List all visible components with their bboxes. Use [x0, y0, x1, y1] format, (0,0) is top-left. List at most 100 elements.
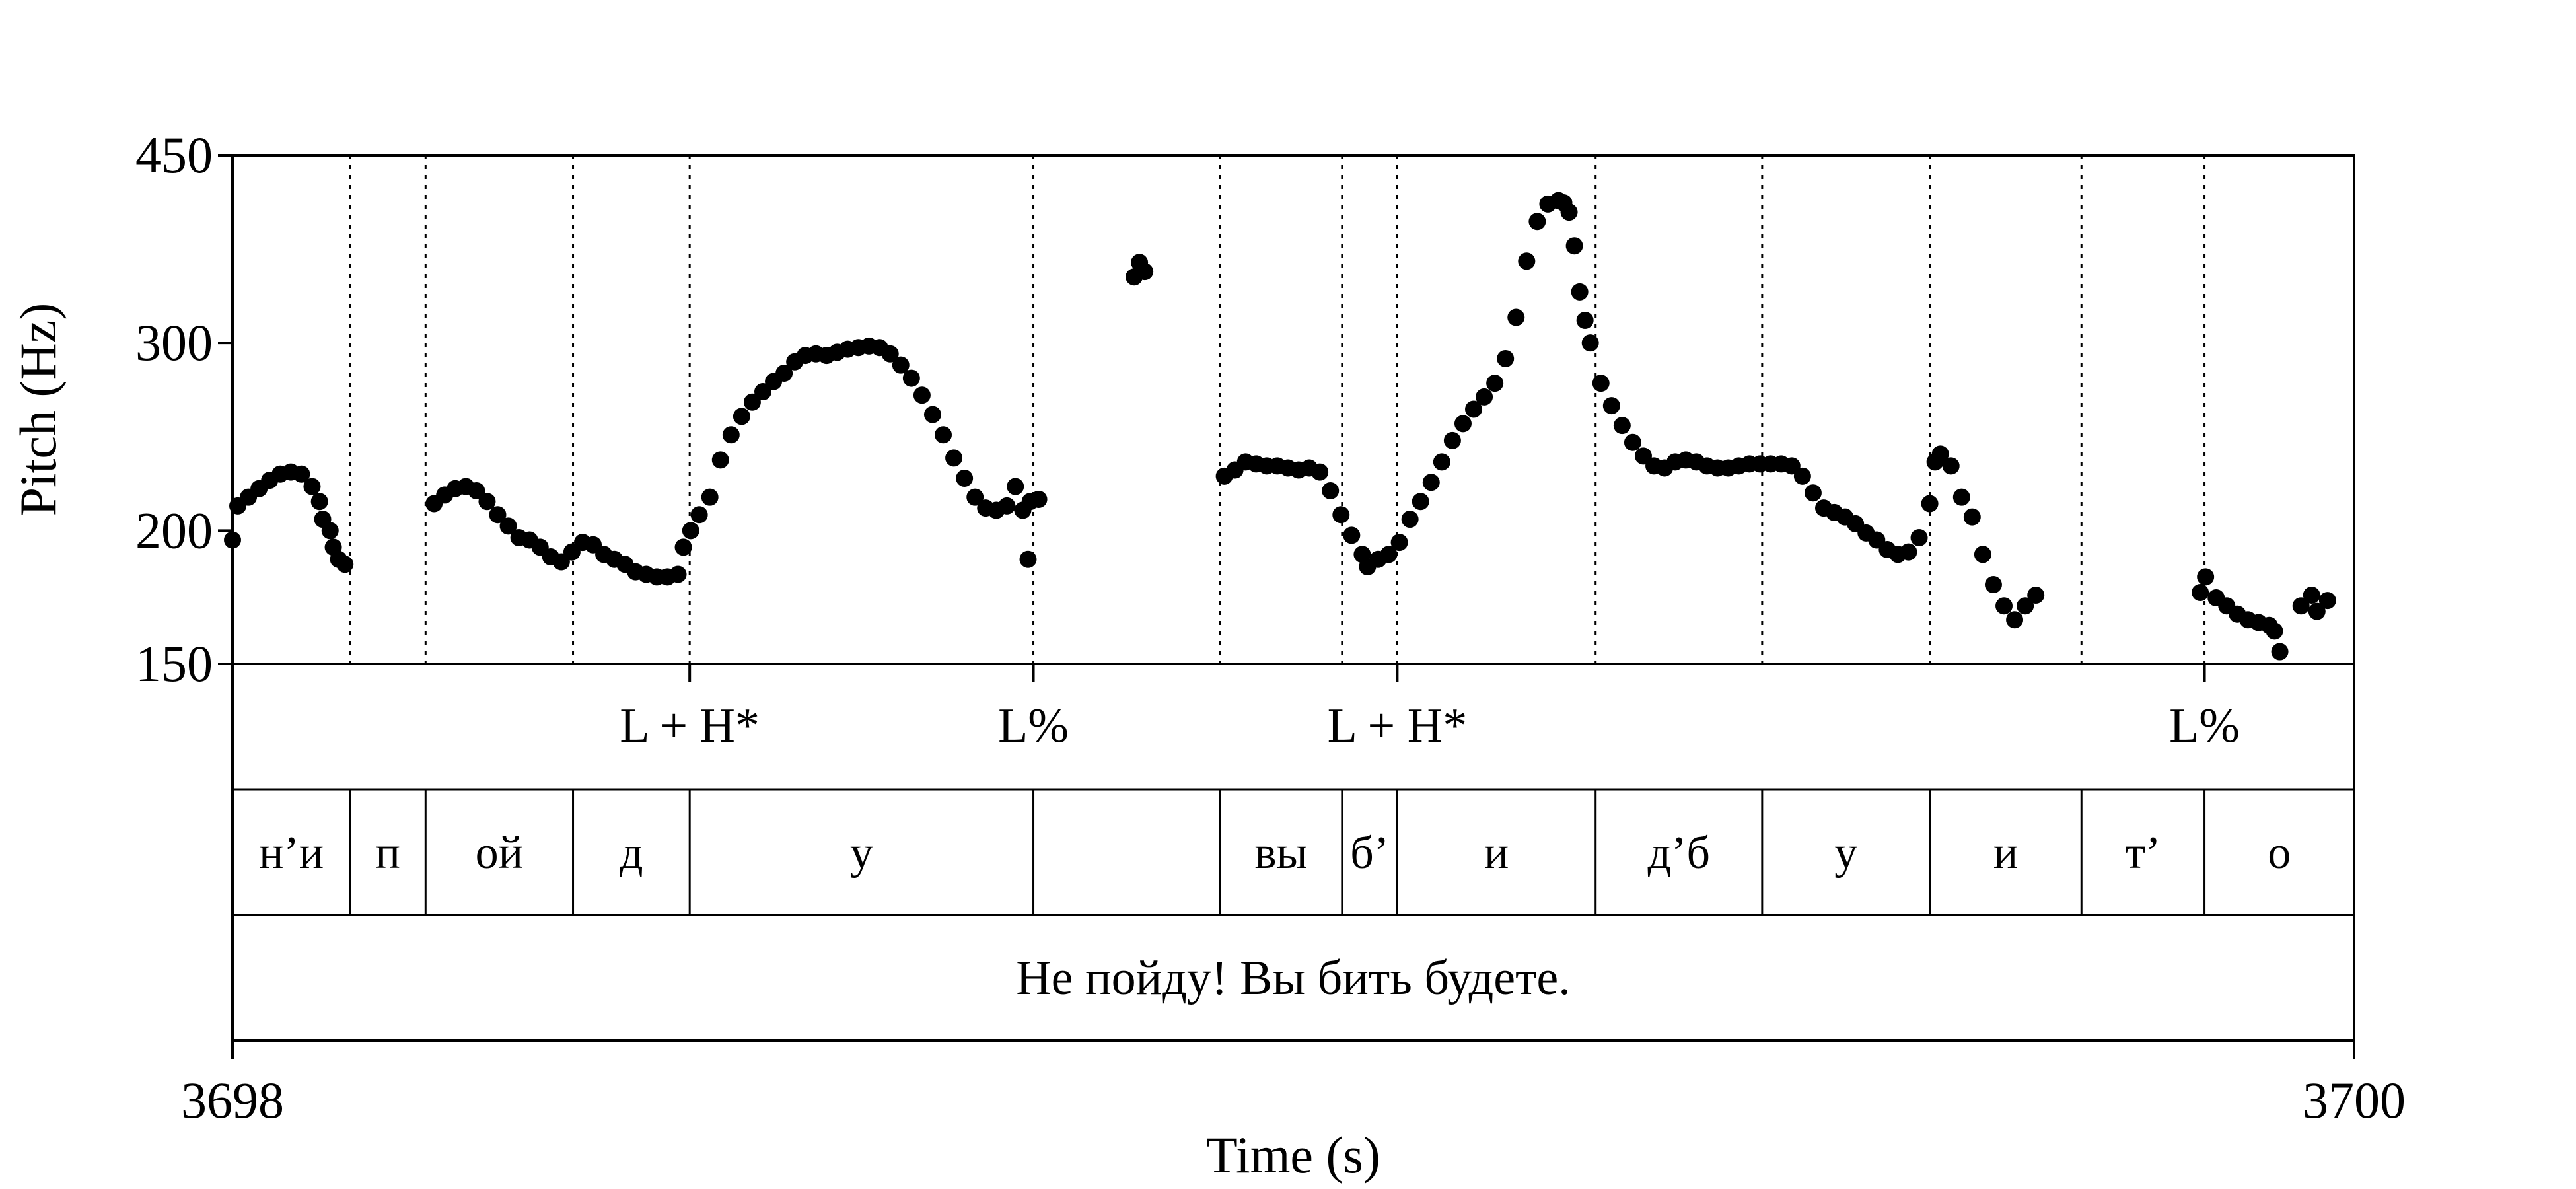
x-tick-label: 3700 — [2303, 1071, 2406, 1129]
sentence-label: Не пойду! Вы бить будете. — [1016, 951, 1571, 1005]
pitch-point — [499, 517, 517, 535]
pitch-point — [293, 465, 310, 483]
pitch-point — [881, 345, 899, 363]
segment-label: д’б — [1648, 828, 1711, 879]
pitch-point — [1804, 484, 1822, 502]
pitch-point — [1793, 467, 1811, 485]
pitch-point — [956, 469, 974, 487]
segment-label: т’ — [2125, 828, 2161, 879]
pitch-point — [1322, 482, 1340, 499]
pitch-point — [1019, 550, 1037, 568]
pitch-point — [1984, 576, 2002, 594]
pitch-point — [1476, 388, 1493, 406]
pitch-point — [489, 506, 507, 524]
pitch-point — [1518, 252, 1536, 270]
pitch-point — [669, 565, 687, 583]
tone-label: L% — [2169, 699, 2240, 753]
pitch-point — [1592, 375, 1610, 392]
pitch-point — [682, 522, 699, 540]
pitch-point — [1433, 453, 1450, 471]
y-tick-label: 150 — [135, 635, 213, 692]
pitch-point — [2318, 592, 2336, 610]
pitch-point — [2308, 602, 2326, 620]
pitch-point — [1783, 457, 1801, 475]
pitch-point — [775, 365, 793, 382]
pitch-point — [1380, 546, 1398, 563]
pitch-point — [711, 451, 729, 469]
pitch-point — [2197, 568, 2215, 586]
pitch-point — [1910, 528, 1928, 546]
segment-label: д — [620, 828, 643, 879]
pitch-point — [966, 488, 984, 506]
pitch-point — [1528, 213, 1546, 231]
pitch-point — [1422, 474, 1440, 491]
pitch-point — [690, 506, 708, 524]
plot-frame — [218, 154, 2355, 1059]
tone-label: L + H* — [1328, 699, 1468, 753]
pitch-point — [336, 556, 354, 573]
segment-label: вы — [1254, 828, 1307, 879]
y-tick-label: 300 — [135, 314, 213, 371]
pitch-point — [1343, 526, 1361, 544]
pitch-point — [1443, 431, 1461, 449]
pitch-point — [1900, 543, 1917, 561]
pitch-point — [701, 488, 719, 506]
pitch-point — [754, 383, 771, 401]
pitch-point — [1007, 478, 1024, 495]
tone-label: L% — [998, 699, 1069, 753]
pitch-point — [923, 406, 941, 423]
pitch-point — [1974, 546, 1991, 563]
pitch-point — [1624, 433, 1641, 451]
pitch-point — [1507, 308, 1525, 326]
pitch-point — [1613, 417, 1631, 435]
pitch-point — [1412, 493, 1429, 511]
segment-label: у — [850, 828, 873, 879]
pitch-point — [321, 522, 339, 540]
pitch-point — [1921, 495, 1939, 513]
pitch-point — [1931, 445, 1949, 463]
pitch-point — [1332, 506, 1350, 524]
pitch-point — [1602, 397, 1620, 415]
pitch-point — [1942, 457, 1960, 475]
pitch-point — [310, 493, 328, 511]
pitch-point — [1486, 375, 1504, 392]
pitch-point — [1560, 203, 1578, 221]
segment-label: ой — [476, 828, 523, 879]
pitch-point — [1390, 534, 1408, 552]
pitch-point — [1565, 237, 1583, 255]
pitch-point — [1497, 349, 1515, 367]
pitch-point — [1030, 490, 1048, 508]
pitch-point — [1454, 415, 1472, 433]
pitch-point — [935, 426, 952, 444]
outer-frame — [231, 154, 2355, 1042]
pitch-point — [1995, 597, 2013, 615]
pitch-point — [303, 478, 321, 495]
segment-boundaries — [349, 155, 2206, 664]
pitch-point — [468, 482, 485, 499]
y-tick-label: 200 — [135, 501, 213, 559]
pitch-point — [1963, 508, 1981, 526]
pitch-point — [478, 493, 496, 511]
segment-label: б’ — [1350, 828, 1389, 879]
pitch-point — [2006, 611, 2024, 629]
pitch-point — [1581, 334, 1599, 352]
segment-label: у — [1834, 828, 1857, 879]
pitch-point — [2192, 583, 2209, 601]
pitch-point — [1952, 488, 1970, 506]
pitch-point — [674, 538, 692, 556]
pitch-point — [945, 449, 963, 467]
pitch-point — [1465, 400, 1483, 418]
pitch-point — [722, 426, 740, 444]
pitch-point — [1136, 263, 1154, 281]
pitch-point — [998, 497, 1016, 515]
pitch-point — [2292, 597, 2310, 615]
tone-label: L + H* — [620, 699, 760, 753]
pitch-point — [902, 369, 920, 387]
pitch-point — [2303, 586, 2320, 604]
pitch-point — [913, 386, 931, 404]
pitch-point — [2017, 597, 2034, 615]
segment-label: п — [376, 828, 400, 879]
pitch-point — [2027, 586, 2045, 604]
pitch-points — [224, 192, 2336, 661]
